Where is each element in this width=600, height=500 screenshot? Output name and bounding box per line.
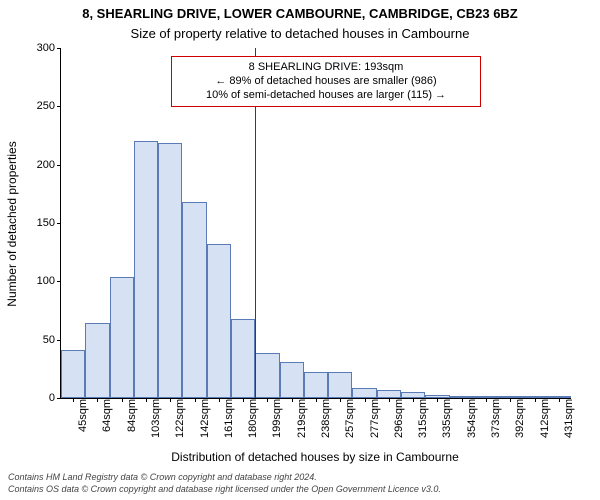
y-axis-label: Number of detached properties: [5, 49, 19, 399]
x-tick-mark: [437, 398, 438, 402]
x-tick-label: 64sqm: [101, 399, 113, 432]
histogram-bar: [61, 350, 85, 398]
x-tick-label: 84sqm: [126, 399, 138, 432]
histogram-bar: [280, 362, 304, 398]
histogram-bar: [255, 353, 279, 399]
histogram-bar: [110, 277, 134, 398]
y-tick-label: 250: [37, 100, 61, 112]
x-tick-mark: [316, 398, 317, 402]
x-tick-mark: [340, 398, 341, 402]
histogram-bar: [328, 372, 352, 398]
annotation-line: 10% of semi-detached houses are larger (…: [180, 89, 472, 103]
chart-subtitle: Size of property relative to detached ho…: [0, 26, 600, 41]
x-tick-mark: [413, 398, 414, 402]
y-tick-label: 300: [37, 42, 61, 54]
x-tick-label: 412sqm: [539, 399, 551, 438]
histogram-bar: [304, 372, 328, 398]
x-tick-mark: [219, 398, 220, 402]
x-tick-label: 238sqm: [320, 399, 332, 438]
x-tick-label: 142sqm: [199, 399, 211, 438]
x-tick-mark: [389, 398, 390, 402]
histogram-bar: [207, 244, 231, 398]
histogram-bar: [158, 143, 182, 399]
x-tick-label: 315sqm: [417, 399, 429, 438]
histogram-bar: [231, 319, 255, 398]
histogram-bar: [182, 202, 206, 398]
x-tick-label: 296sqm: [393, 399, 405, 438]
x-tick-mark: [486, 398, 487, 402]
x-axis-label: Distribution of detached houses by size …: [60, 450, 570, 464]
annotation-box: 8 SHEARLING DRIVE: 193sqm← 89% of detach…: [171, 56, 481, 107]
x-tick-label: 103sqm: [150, 399, 162, 438]
x-tick-mark: [462, 398, 463, 402]
x-tick-mark: [195, 398, 196, 402]
chart-title: 8, SHEARLING DRIVE, LOWER CAMBOURNE, CAM…: [0, 6, 600, 21]
histogram-bar: [377, 390, 401, 398]
y-tick-label: 200: [37, 159, 61, 171]
x-tick-label: 373sqm: [490, 399, 502, 438]
x-tick-mark: [292, 398, 293, 402]
x-tick-mark: [559, 398, 560, 402]
footer-line-2: Contains OS data © Crown copyright and d…: [8, 484, 441, 494]
histogram-bar: [85, 323, 109, 398]
x-tick-label: 45sqm: [77, 399, 89, 432]
x-tick-mark: [267, 398, 268, 402]
x-tick-label: 354sqm: [466, 399, 478, 438]
x-tick-mark: [510, 398, 511, 402]
y-tick-label: 150: [37, 217, 61, 229]
annotation-line: ← 89% of detached houses are smaller (98…: [180, 75, 472, 89]
x-tick-mark: [97, 398, 98, 402]
annotation-line: 8 SHEARLING DRIVE: 193sqm: [180, 61, 472, 75]
x-tick-label: 392sqm: [514, 399, 526, 438]
footer-line-1: Contains HM Land Registry data © Crown c…: [8, 472, 317, 482]
x-tick-mark: [170, 398, 171, 402]
x-tick-label: 431sqm: [563, 399, 575, 438]
x-tick-label: 161sqm: [223, 399, 235, 438]
x-tick-label: 335sqm: [441, 399, 453, 438]
plot-area: 05010015020025030045sqm64sqm84sqm103sqm1…: [60, 48, 571, 399]
y-tick-label: 50: [43, 334, 61, 346]
chart-container: 8, SHEARLING DRIVE, LOWER CAMBOURNE, CAM…: [0, 0, 600, 500]
histogram-bar: [352, 388, 376, 399]
x-tick-mark: [73, 398, 74, 402]
x-tick-mark: [243, 398, 244, 402]
x-tick-mark: [122, 398, 123, 402]
x-tick-mark: [535, 398, 536, 402]
x-tick-label: 257sqm: [344, 399, 356, 438]
x-tick-label: 199sqm: [271, 399, 283, 438]
x-tick-mark: [365, 398, 366, 402]
y-tick-label: 100: [37, 275, 61, 287]
x-tick-label: 219sqm: [296, 399, 308, 438]
x-tick-label: 180sqm: [247, 399, 259, 438]
x-tick-mark: [146, 398, 147, 402]
x-tick-label: 277sqm: [369, 399, 381, 438]
x-tick-label: 122sqm: [174, 399, 186, 438]
y-tick-label: 0: [49, 392, 61, 404]
histogram-bar: [134, 141, 158, 398]
